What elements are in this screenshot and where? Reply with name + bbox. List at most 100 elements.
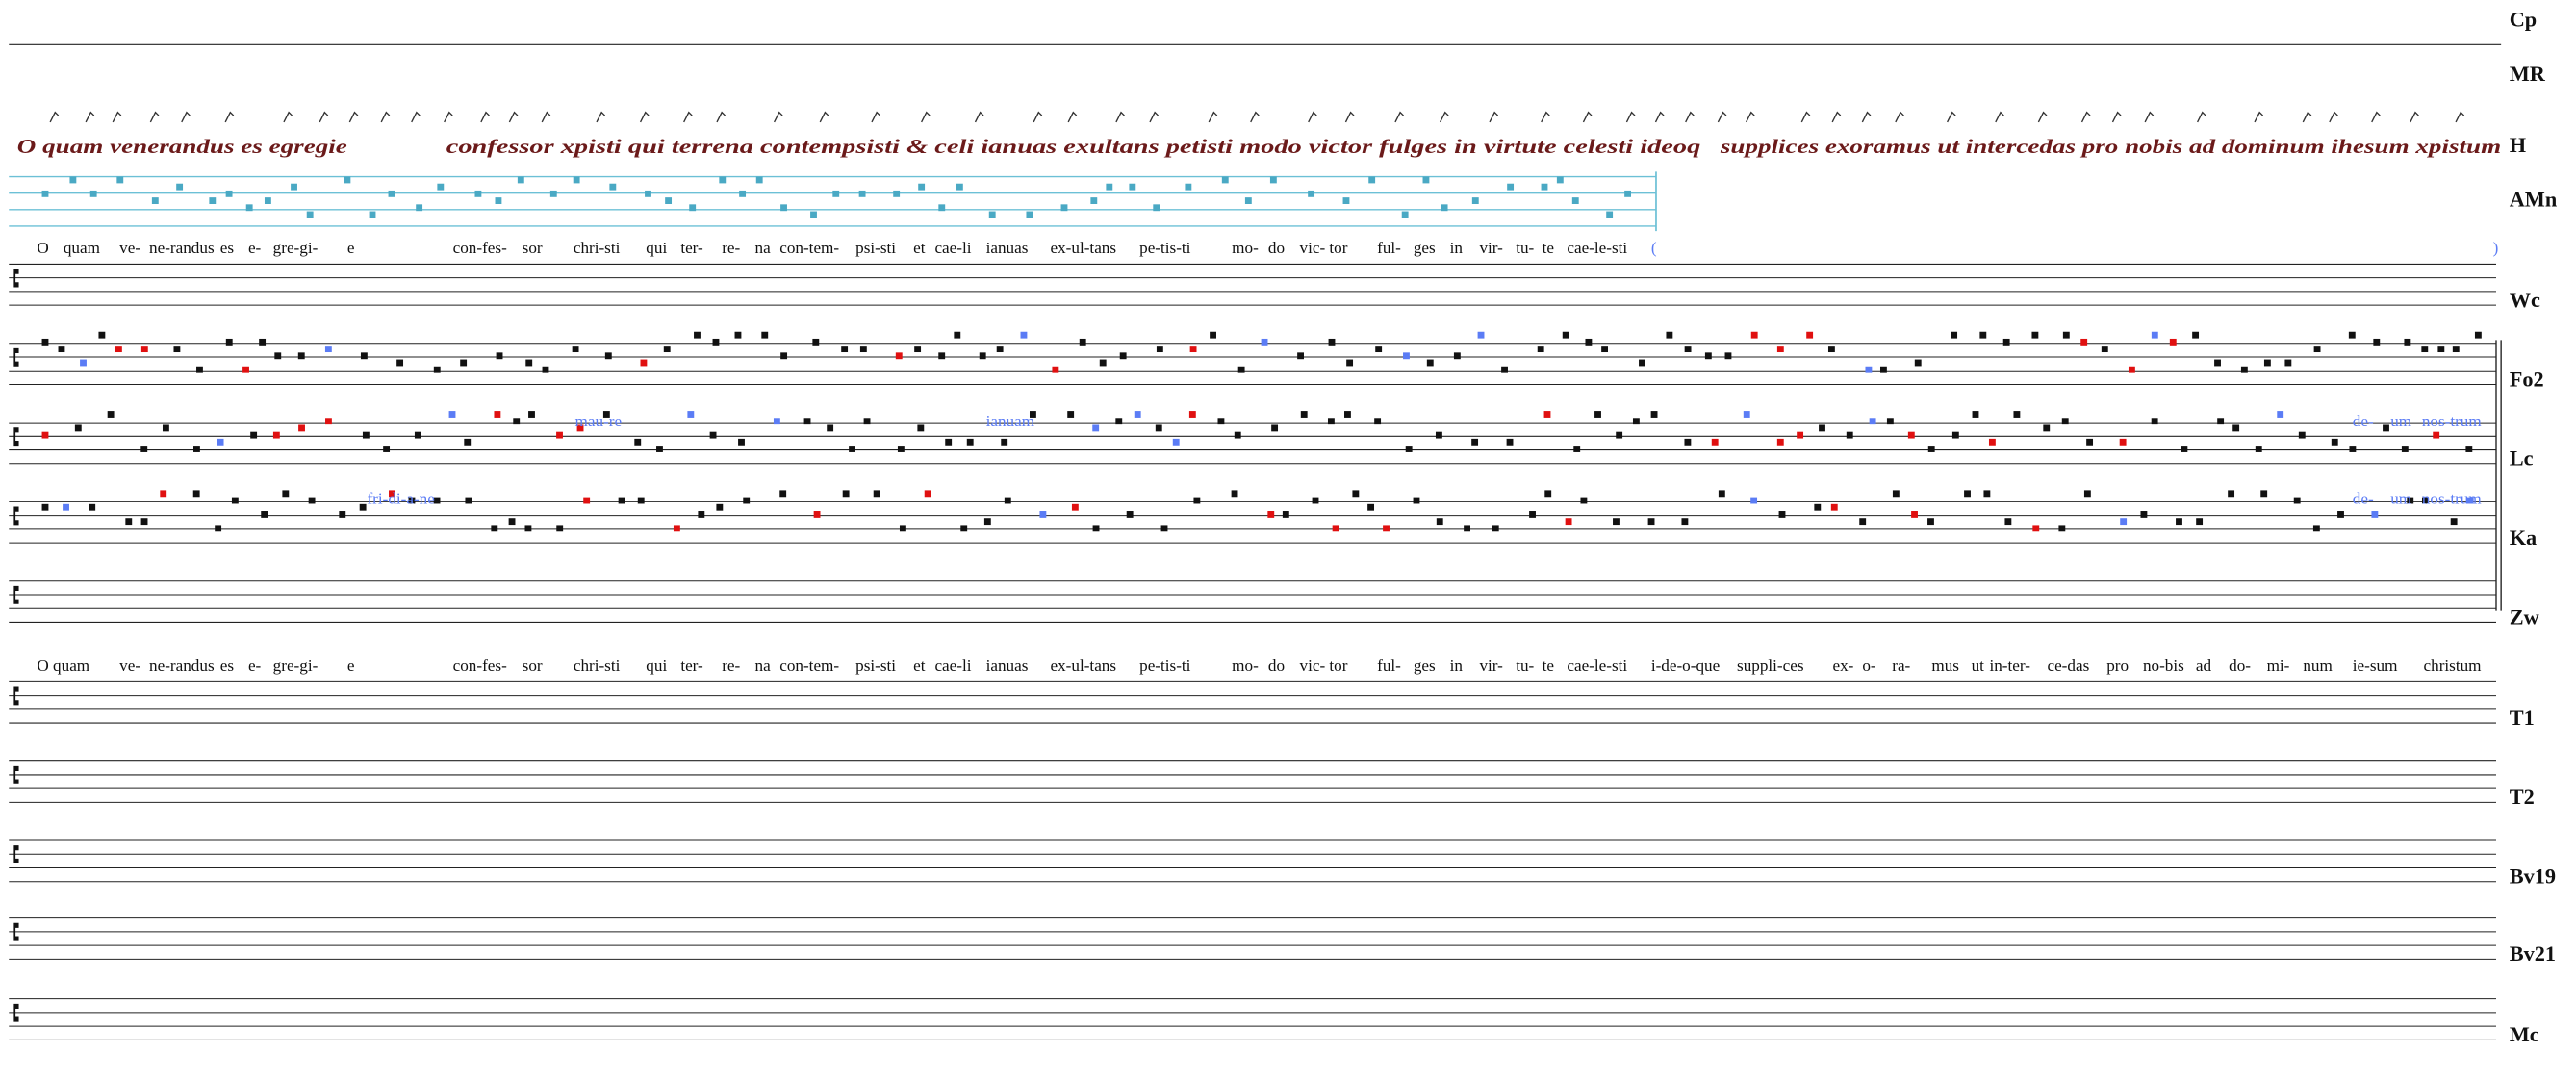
siglum: T1 <box>2510 706 2535 730</box>
neume <box>115 346 122 353</box>
neume <box>2437 346 2445 353</box>
neume <box>1269 176 1277 184</box>
neume <box>983 518 991 526</box>
neume-sign <box>2080 111 2091 123</box>
neume <box>2101 346 2108 353</box>
neume <box>899 525 906 532</box>
neume <box>1892 490 1900 498</box>
neume <box>1506 438 1514 446</box>
neume <box>215 525 222 532</box>
neume <box>1983 490 1991 498</box>
manuscript-text: O quam venerandus es egregie <box>17 137 347 158</box>
siglum: Bv21 <box>2510 941 2556 965</box>
neume <box>1453 352 1461 360</box>
neume <box>1565 518 1572 526</box>
neume <box>2277 411 2284 418</box>
neume <box>859 346 867 353</box>
neume <box>780 352 788 360</box>
neume <box>437 183 445 191</box>
lyric: ad <box>2196 656 2212 675</box>
neume <box>369 211 376 218</box>
neume <box>2433 431 2440 439</box>
neume <box>1544 490 1552 498</box>
neume <box>2404 338 2411 346</box>
neume <box>1601 346 1609 353</box>
neume <box>225 190 233 197</box>
neume-sign <box>444 111 453 123</box>
neume <box>1865 366 1873 373</box>
neume <box>460 359 468 367</box>
lyric: mi- <box>2267 656 2290 675</box>
neume <box>388 190 395 197</box>
neume-sign <box>1800 111 1811 123</box>
lyric: ce-das <box>2047 656 2089 675</box>
neume <box>897 446 905 452</box>
neume <box>1129 183 1136 191</box>
lyric: tu- <box>1516 656 1534 675</box>
lyric: te <box>1543 239 1555 257</box>
neume-sign <box>283 111 293 123</box>
neume <box>656 446 663 452</box>
neume <box>996 346 1004 353</box>
clef <box>13 1003 19 1022</box>
neume <box>325 418 332 425</box>
neume <box>1026 211 1033 218</box>
neume <box>634 438 642 446</box>
neume <box>637 497 645 504</box>
neume <box>1814 503 1822 511</box>
lyric: sor <box>523 239 543 257</box>
neume-sign <box>871 111 881 123</box>
neume <box>1776 438 1784 446</box>
neume <box>734 331 742 339</box>
neume <box>1185 183 1192 191</box>
neume <box>1234 431 1241 439</box>
neume <box>2450 518 2458 526</box>
neume <box>360 352 368 360</box>
neume <box>196 366 203 373</box>
neume <box>494 411 501 418</box>
neume <box>231 497 239 504</box>
neume <box>209 197 217 204</box>
neume <box>160 490 167 498</box>
neume <box>69 176 77 184</box>
lyric: mo- <box>1232 239 1259 257</box>
neume <box>41 503 49 511</box>
neume <box>1529 511 1536 518</box>
siglum: Wc <box>2510 288 2540 312</box>
clef <box>13 765 19 784</box>
neume-sign <box>1625 111 1636 123</box>
neume <box>893 190 901 197</box>
neume-sign <box>974 111 984 123</box>
neume <box>1328 338 1336 346</box>
neume <box>1464 525 1471 532</box>
lyric: ) <box>2493 239 2499 257</box>
neume <box>609 183 617 191</box>
neume <box>914 346 922 353</box>
neume <box>1099 359 1107 367</box>
variant: um <box>2390 412 2412 430</box>
lyric: in <box>1450 656 1464 675</box>
lyric: no-bis <box>2143 656 2184 675</box>
neume <box>1750 497 1758 504</box>
lyric: mus <box>1931 656 1959 675</box>
neume <box>80 359 87 367</box>
clef <box>13 845 19 864</box>
neume <box>2383 424 2389 432</box>
lyric: O <box>37 239 48 257</box>
neume <box>1441 204 1448 212</box>
neume <box>1342 197 1350 204</box>
neume <box>1471 438 1479 446</box>
lyric: qui <box>646 239 667 257</box>
lyric: e- <box>248 656 262 675</box>
neume <box>812 338 820 346</box>
neume-sign <box>921 111 931 123</box>
neume <box>1907 431 1915 439</box>
neume <box>1606 211 1614 218</box>
neume <box>1413 497 1420 504</box>
neume-sign <box>380 111 391 123</box>
neume <box>344 176 351 184</box>
neume-sign <box>1308 111 1317 123</box>
neume <box>1308 190 1315 197</box>
